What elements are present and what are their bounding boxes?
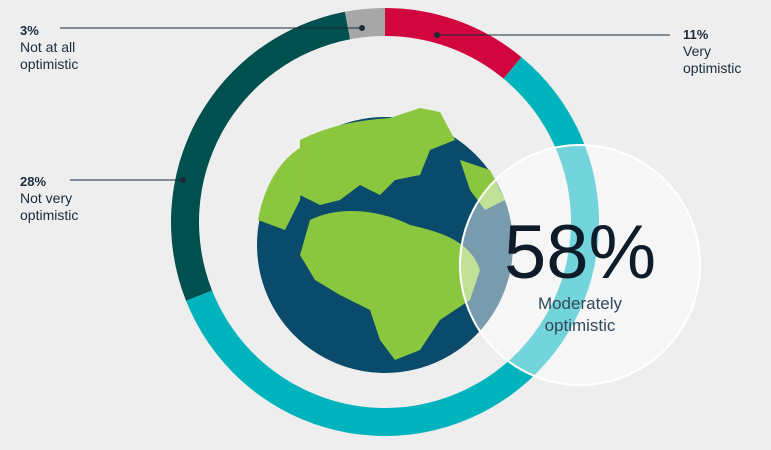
- segment-value: 3%: [20, 23, 39, 38]
- donut-segment: [170, 11, 351, 301]
- leader-dot: [434, 32, 440, 38]
- segment-category: Very optimistic: [683, 43, 742, 76]
- segment-category: Not at all optimistic: [20, 39, 79, 72]
- highlight-circle: [459, 144, 701, 386]
- leader-dot: [180, 177, 186, 183]
- donut-segment: [385, 8, 522, 79]
- highlight-value: 58%: [503, 210, 657, 295]
- highlight-label: 58% Moderately optimistic: [480, 215, 680, 337]
- segment-label: 28% Not very optimistic: [20, 173, 110, 224]
- segment-value: 28%: [20, 174, 47, 189]
- segment-label: 11% Very optimistic: [683, 26, 771, 77]
- segment-value: 11%: [683, 27, 709, 42]
- globe: [257, 108, 513, 373]
- highlight-category: Moderately optimistic: [537, 294, 623, 335]
- segment-label: 3% Not at all optimistic: [20, 22, 110, 73]
- donut-segment: [344, 8, 385, 40]
- leader-dot: [359, 25, 365, 31]
- segment-category: Not very optimistic: [20, 190, 79, 223]
